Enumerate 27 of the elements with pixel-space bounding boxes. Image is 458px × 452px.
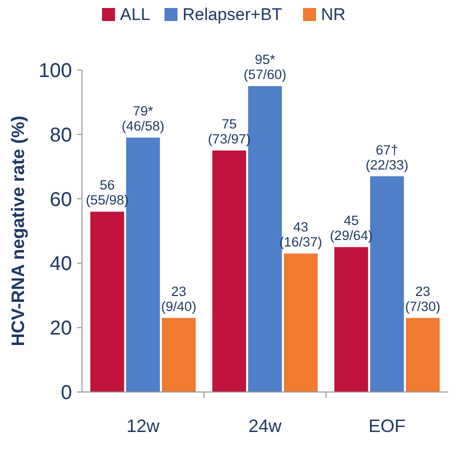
bar [334, 247, 368, 392]
x-tick-label: 12w [126, 416, 161, 436]
y-tick-label: 60 [50, 188, 72, 211]
y-tick-label: 20 [50, 318, 72, 340]
legend-label: Relapser+BT [182, 5, 282, 24]
data-label: 23 (9/40) [161, 284, 196, 314]
legend-label: NR [321, 5, 346, 24]
bar [406, 318, 440, 392]
data-label: 23 (7/30) [405, 284, 440, 314]
data-label: 95* (57/60) [244, 52, 286, 82]
y-tick-label: 40 [50, 253, 72, 276]
x-tick-label: 24w [248, 416, 283, 436]
bar [90, 212, 124, 392]
bar [126, 138, 160, 392]
legend-label: ALL [120, 5, 150, 24]
y-tick-label: 0 [60, 382, 72, 404]
bar [370, 176, 404, 392]
y-axis-title: HCV-RNA negative rate (%) [8, 116, 28, 346]
y-tick-label: 100 [38, 60, 72, 82]
bar [212, 150, 246, 392]
data-label: 79* (46/58) [122, 104, 164, 134]
data-label: 67† (22/33) [366, 142, 408, 172]
bar [284, 254, 318, 392]
y-tick-label: 80 [50, 124, 72, 146]
bar [248, 86, 282, 392]
x-tick-label: EOF [368, 416, 406, 436]
bar [162, 318, 196, 392]
